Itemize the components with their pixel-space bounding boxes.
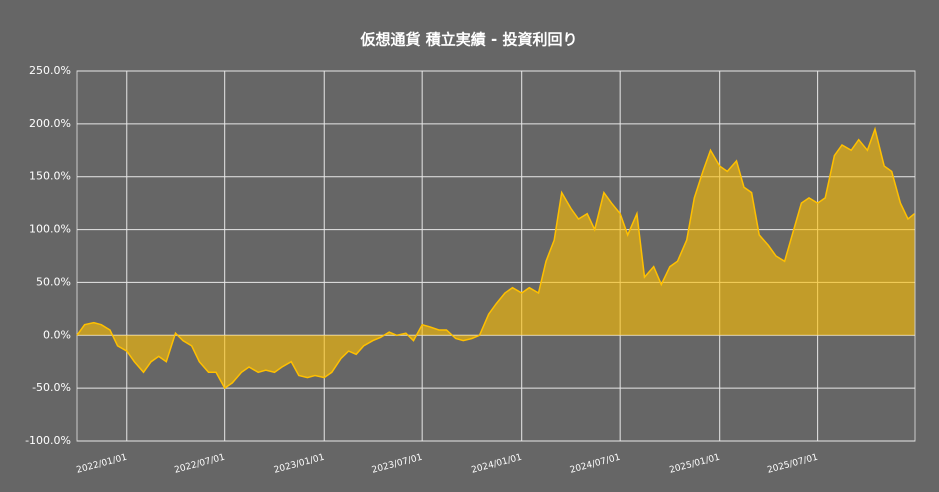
x-tick-label: 2024/07/01 (569, 453, 622, 476)
y-tick-label: 50.0% (36, 275, 71, 288)
y-tick-label: 0.0% (43, 328, 71, 341)
y-tick-label: 200.0% (29, 117, 71, 130)
chart-title: 仮想通貨 積立実績 - 投資利回り (360, 31, 578, 49)
x-tick-label: 2023/01/01 (273, 453, 326, 476)
x-tick-label: 2023/07/01 (371, 453, 424, 476)
y-tick-label: 250.0% (29, 64, 71, 77)
x-tick-label: 2022/07/01 (173, 453, 226, 476)
x-tick-label: 2024/01/01 (470, 453, 523, 476)
y-tick-label: -50.0% (32, 381, 71, 394)
x-tick-label: 2025/01/01 (668, 453, 721, 476)
y-tick-label: 150.0% (29, 170, 71, 183)
y-tick-label: -100.0% (25, 434, 71, 447)
area (77, 129, 915, 389)
x-tick-label: 2025/07/01 (766, 453, 819, 476)
y-tick-label: 100.0% (29, 223, 71, 236)
x-tick-label: 2022/01/01 (75, 453, 128, 476)
line (76, 126, 915, 390)
